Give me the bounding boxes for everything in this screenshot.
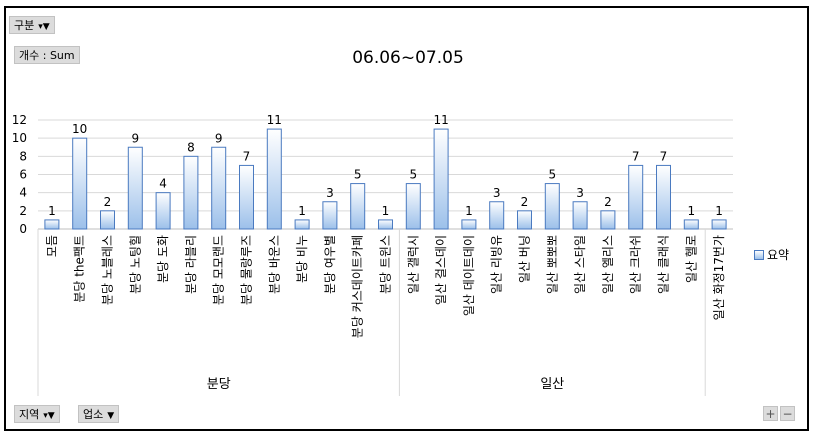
x-tick-label: 일산 뽀뽀뽀 [545,235,559,294]
zoom-out-button[interactable]: − [780,406,795,421]
bar [433,128,449,230]
business-filter-button[interactable]: 업소 ▼ [78,405,120,423]
data-label: 9 [215,131,223,145]
bar [600,210,616,230]
x-tick-label: 일산 버닝 [518,235,532,283]
bar [489,201,505,230]
bar [572,201,588,230]
x-tick-label: 일산 헬로 [684,235,698,283]
bar [100,210,115,230]
data-label: 1 [465,204,473,218]
x-tick-label: 분당 여우별 [323,235,337,294]
chart-legend: 요약 [754,246,789,263]
x-tick-label: 분당 물랑루즈 [240,235,254,305]
filter-icon: ▾▼ [43,411,55,421]
bar [350,183,366,230]
group-label: 분당 [207,377,231,392]
y-tick-label: 8 [19,149,27,163]
chart-title: 06.06~07.05 [352,48,464,68]
bar [72,137,88,230]
x-tick-label: 분당 트윈스 [379,235,393,294]
y-tick-label: 10 [12,131,27,145]
data-label: 5 [409,168,417,182]
bar [517,210,532,230]
bar [44,219,60,230]
data-label: 5 [354,168,362,182]
data-label: 11 [433,113,448,127]
data-label: 1 [715,204,723,218]
bar [683,219,699,230]
x-tick-label: 일산 갤럭시 [406,235,420,294]
data-label: 8 [187,140,195,154]
x-tick-label: 분당 라블리 [184,235,198,294]
bar [211,146,227,230]
bar [294,219,310,230]
x-tick-label: 일산 데이트데이 [462,235,476,316]
data-label: 1 [298,204,306,218]
data-label: 7 [660,149,668,163]
data-label: 3 [576,186,584,200]
bar [461,219,477,230]
bar [127,146,143,230]
bar [239,164,254,230]
x-tick-label: 분당 the팩트 [73,235,87,303]
x-tick-label: 모듬 [45,235,59,257]
data-label: 2 [521,195,529,209]
region-filter-button[interactable]: 지역 ▾▼ [14,405,60,423]
filter-icon: ▾▼ [38,22,50,32]
y-tick-label: 0 [19,222,27,236]
x-tick-label: 일산 리빙유 [490,235,504,294]
x-tick-label: 분당 도화 [156,235,170,283]
x-tick-label: 분당 노팅힐 [128,235,142,294]
x-tick-label: 일산 엘리스 [601,235,615,294]
bar [656,164,671,230]
bar [711,219,727,230]
data-label: 9 [131,131,139,145]
bar [155,192,171,230]
zoom-in-button[interactable]: + [763,406,778,421]
legend-label: 요약 [767,248,790,262]
data-label: 11 [267,113,282,127]
data-label: 1 [48,204,56,218]
x-tick-label: 일산 클래식 [657,235,671,294]
data-label: 2 [104,195,112,209]
dropdown-icon: ▼ [107,411,115,421]
data-label: 7 [632,149,640,163]
data-label: 1 [687,204,695,218]
bar [628,164,644,230]
x-tick-label: 분당 비누 [295,235,309,283]
y-tick-label: 12 [12,113,27,127]
category-filter-button[interactable]: 구분 ▾▼ [9,16,55,34]
y-tick-label: 6 [19,168,27,182]
data-label: 3 [326,186,334,200]
data-label: 7 [243,149,251,163]
x-tick-label: 일산 스타일 [573,235,587,294]
bar [378,219,393,230]
x-tick-label: 분당 모모랜드 [212,235,226,305]
x-tick-label: 일산 화정17번가 [712,235,726,320]
data-label: 10 [72,122,87,136]
value-field-button[interactable]: 개수 : Sum [14,46,80,64]
data-label: 1 [382,204,390,218]
bar [183,155,199,230]
data-label: 5 [548,168,556,182]
y-tick-label: 2 [19,204,27,218]
x-tick-label: 분당 노블레스 [101,235,115,305]
x-tick-label: 분당 바운스 [267,235,281,294]
bar [266,128,282,230]
bar [322,201,338,230]
legend-swatch [754,249,764,260]
bar [405,183,421,230]
data-label: 2 [604,195,612,209]
data-label: 3 [493,186,501,200]
data-label: 4 [159,177,167,191]
y-tick-label: 4 [19,186,27,200]
x-tick-label: 일산 크라쉬 [629,235,643,294]
bar [544,183,560,230]
x-tick-label: 분당 커스데이트카페 [351,235,365,338]
group-label: 일산 [540,377,564,392]
x-tick-label: 일산 걸스데이 [434,235,448,305]
